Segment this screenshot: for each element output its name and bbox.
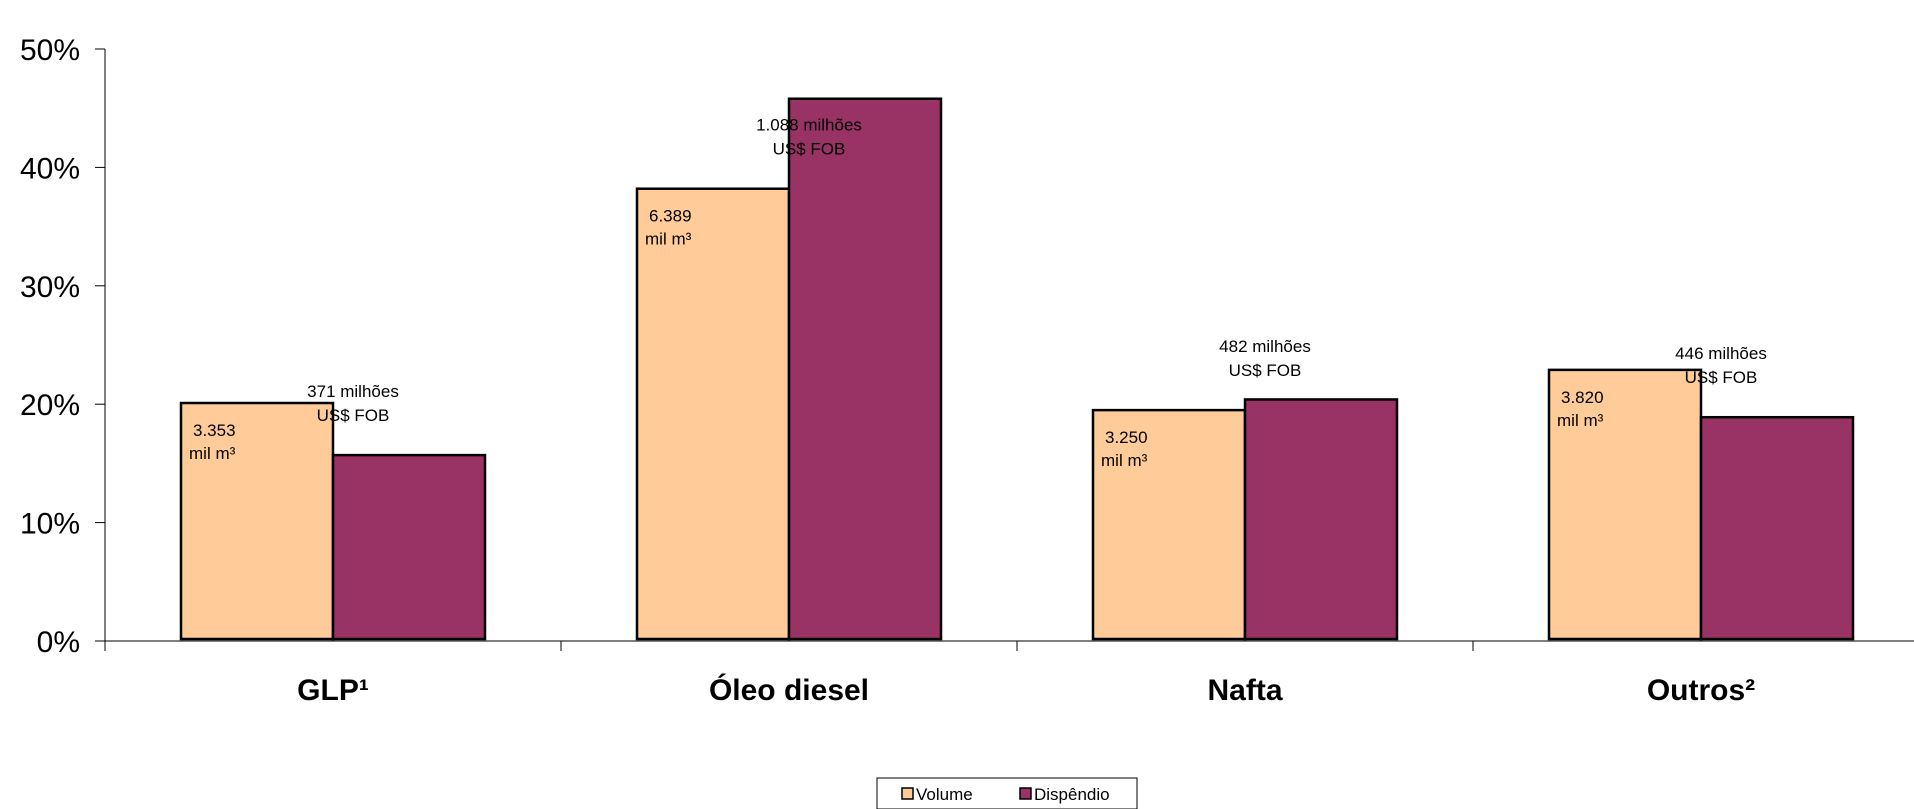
spending-bar [787, 97, 943, 641]
volume-bar [179, 401, 335, 641]
volume-data-label: 6.389 [649, 207, 692, 226]
spending-data-label: US$ FOB [317, 406, 390, 425]
y-tick-label: 10% [20, 508, 80, 541]
x-category-label: Nafta [1207, 674, 1282, 707]
volume-data-label: 3.820 [1561, 388, 1604, 407]
volume-data-label: mil m³ [189, 444, 236, 463]
spending-data-label: 1.088 milhões [756, 116, 862, 135]
legend-swatch-spending [1019, 787, 1032, 800]
y-tick-label: 20% [20, 389, 80, 422]
x-category-label: GLP¹ [297, 674, 369, 707]
y-tick-label: 30% [20, 271, 80, 304]
legend-box [876, 777, 1138, 809]
legend-swatch-volume [901, 787, 914, 800]
spending-data-label: 371 milhões [307, 382, 399, 401]
axes: 0% 10% 20% 30% 40% 50% GLP¹ Óleo diesel Nafta Out… [20, 34, 1914, 707]
legend: Volume Dispêndio [876, 777, 1138, 809]
volume-data-label: mil m³ [1557, 411, 1604, 430]
spending-data-label: 446 milhões [1675, 344, 1767, 363]
data-labels: 3.353 mil m³ 6.389 mil m³ 3.250 mil m³ 3.820 mi… [189, 116, 1767, 470]
volume-data-label: 3.353 [193, 421, 236, 440]
volume-data-label: mil m³ [1101, 451, 1148, 470]
x-category-label: Outros² [1647, 674, 1755, 707]
spending-bar [1243, 398, 1399, 641]
volume-bar [635, 187, 791, 641]
spending-data-label: US$ FOB [1685, 368, 1758, 387]
y-tick-label: 40% [20, 152, 80, 185]
legend-label-spending: Dispêndio [1034, 785, 1110, 804]
x-category-label: Óleo diesel [709, 673, 869, 707]
spending-data-label: 482 milhões [1219, 337, 1311, 356]
spending-data-label: US$ FOB [1229, 361, 1302, 380]
spending-bar [331, 453, 487, 641]
volume-data-label: mil m³ [645, 230, 692, 249]
bars [179, 97, 1855, 641]
spending-data-label: US$ FOB [773, 140, 846, 159]
volume-data-label: 3.250 [1105, 428, 1148, 447]
volume-bar [1547, 368, 1703, 641]
y-tick-label: 50% [20, 34, 80, 67]
volume-bar [1091, 408, 1247, 641]
spending-bar [1699, 415, 1855, 641]
legend-label-volume: Volume [916, 785, 973, 804]
y-tick-label: 0% [37, 626, 80, 659]
